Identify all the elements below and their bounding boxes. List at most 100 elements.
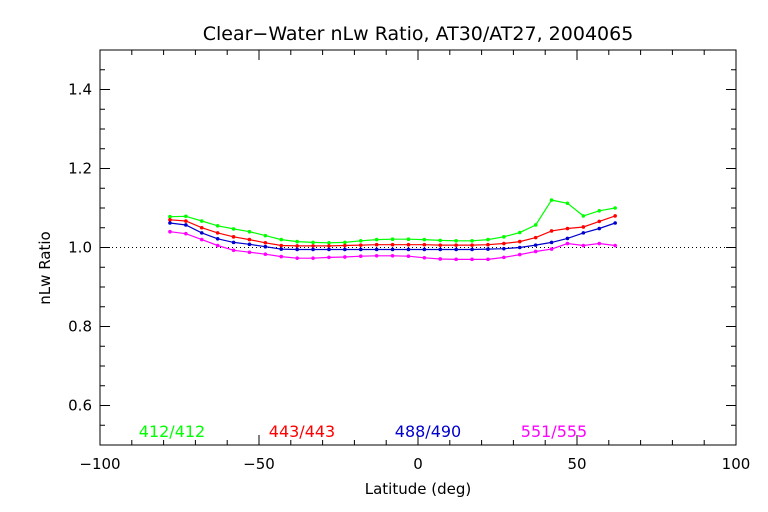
data-point xyxy=(295,244,299,248)
data-point xyxy=(215,223,220,228)
data-point xyxy=(486,237,490,242)
data-point xyxy=(470,257,474,262)
data-point xyxy=(502,246,506,251)
data-point xyxy=(565,201,570,206)
data-point xyxy=(295,239,299,244)
data-point xyxy=(311,247,315,252)
data-point xyxy=(231,240,236,245)
data-point xyxy=(327,244,331,248)
y-axis-label: nLw Ratio xyxy=(36,231,54,304)
data-point xyxy=(470,238,474,243)
data-point xyxy=(438,243,443,247)
data-point xyxy=(343,255,347,259)
data-point xyxy=(358,238,363,243)
data-point xyxy=(597,208,602,213)
data-point xyxy=(517,239,522,244)
data-point xyxy=(517,252,522,257)
data-point xyxy=(406,242,411,247)
data-point xyxy=(613,206,617,210)
data-point xyxy=(422,247,427,252)
legend-item: 551/555 xyxy=(521,422,587,441)
data-point xyxy=(168,229,172,234)
series-488-490 xyxy=(168,221,617,252)
data-point xyxy=(597,241,602,246)
data-point xyxy=(199,225,204,230)
data-point xyxy=(502,235,506,239)
data-point xyxy=(533,249,538,254)
data-point xyxy=(374,247,379,252)
data-point xyxy=(279,247,284,251)
data-point xyxy=(565,226,570,231)
data-point xyxy=(374,242,379,247)
x-axis-label: Latitude (deg) xyxy=(365,480,471,498)
legend-item: 488/490 xyxy=(395,422,461,441)
data-point xyxy=(390,253,395,258)
data-point xyxy=(438,247,443,252)
data-point xyxy=(613,243,617,248)
legend: 412/412 443/443 488/490 551/555 xyxy=(139,422,587,441)
series-551-555 xyxy=(168,229,617,262)
data-point xyxy=(454,238,458,243)
data-point xyxy=(533,223,538,227)
data-point xyxy=(438,257,443,261)
data-point xyxy=(231,248,236,253)
series-group xyxy=(168,198,617,262)
x-tick-label: −100 xyxy=(79,455,120,473)
data-point xyxy=(549,247,554,251)
data-point xyxy=(613,221,617,225)
series-443-443 xyxy=(168,214,617,248)
data-point xyxy=(311,256,315,260)
data-point xyxy=(438,238,443,243)
data-point xyxy=(613,214,617,218)
data-point xyxy=(581,214,586,218)
data-point xyxy=(199,231,204,235)
data-point xyxy=(390,242,395,247)
data-point xyxy=(358,254,363,258)
y-tick-label: 1.0 xyxy=(68,239,92,257)
data-point xyxy=(390,247,395,252)
data-point xyxy=(374,253,379,258)
data-point xyxy=(168,221,172,225)
chart-title: Clear−Water nLw Ratio, AT30/AT27, 200406… xyxy=(203,23,634,45)
x-tick-label: 100 xyxy=(722,455,751,473)
data-point xyxy=(502,241,506,246)
data-point xyxy=(517,245,522,250)
data-point xyxy=(168,218,172,222)
data-point xyxy=(343,247,347,252)
data-point xyxy=(263,233,268,238)
data-point xyxy=(358,243,363,247)
data-point xyxy=(486,247,490,251)
series-line xyxy=(169,199,616,244)
data-point xyxy=(486,242,490,247)
data-point xyxy=(215,243,220,248)
data-point xyxy=(327,240,331,245)
data-point xyxy=(343,240,347,245)
data-point xyxy=(374,237,379,242)
data-point xyxy=(406,237,411,242)
data-point xyxy=(406,247,411,252)
data-point xyxy=(549,198,554,202)
data-point xyxy=(454,247,458,252)
data-point xyxy=(168,214,172,219)
data-point xyxy=(247,242,252,247)
y-tick-label: 1.2 xyxy=(68,160,92,178)
data-point xyxy=(422,237,427,242)
data-point xyxy=(597,226,602,231)
data-point xyxy=(184,219,188,223)
data-point xyxy=(231,227,236,231)
data-point xyxy=(581,231,586,235)
data-point xyxy=(581,243,586,248)
data-point xyxy=(215,237,220,241)
data-point xyxy=(597,219,602,224)
x-tick-label: 50 xyxy=(567,455,586,473)
data-point xyxy=(422,255,427,260)
data-point xyxy=(343,243,347,248)
data-point xyxy=(199,237,204,242)
data-point xyxy=(327,255,331,260)
data-point xyxy=(231,235,236,239)
data-point xyxy=(470,243,474,247)
data-point xyxy=(470,247,474,252)
data-point xyxy=(279,254,284,259)
data-point xyxy=(295,247,299,252)
y-tick-label: 0.6 xyxy=(68,397,92,415)
